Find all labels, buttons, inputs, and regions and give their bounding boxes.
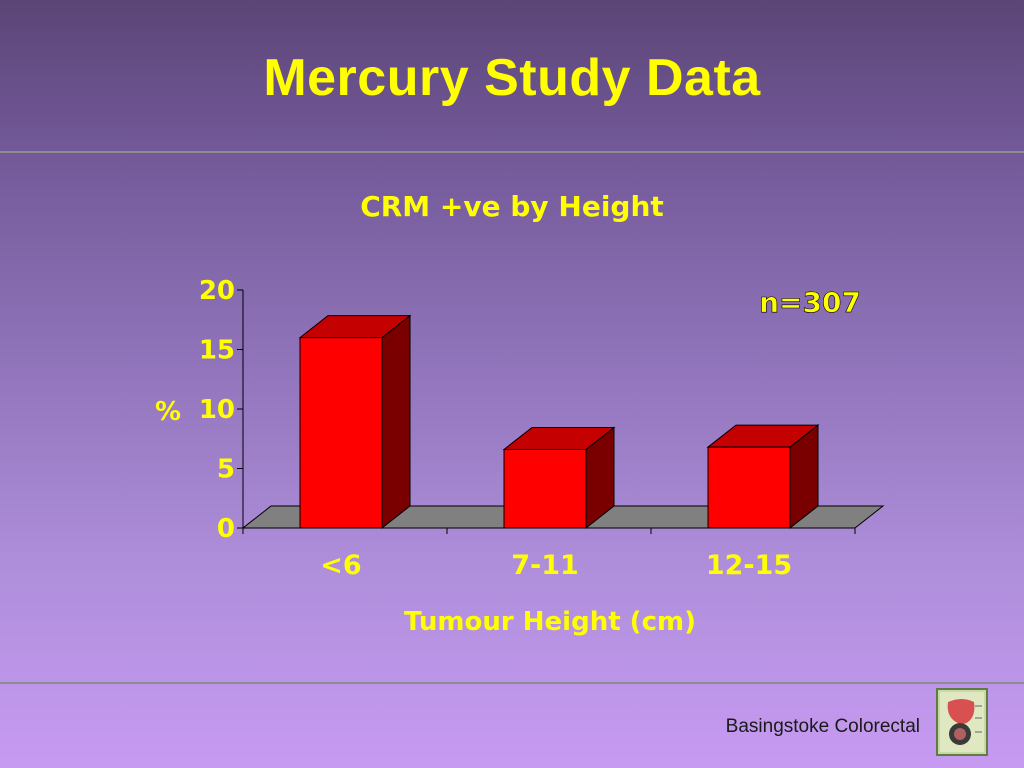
logo-graphic [940, 692, 984, 752]
plot-area: 0 5 10 15 20 <6 7-11 12-15 [199, 276, 885, 581]
footer-text: Basingstoke Colorectal [725, 716, 920, 737]
bar [299, 337, 383, 529]
x-tick-label: 12-15 [706, 550, 792, 581]
x-tick-label: 7-11 [511, 550, 579, 581]
y-tick-label: 0 [217, 514, 235, 544]
y-tick-label: 10 [199, 395, 235, 425]
logo-image [936, 688, 988, 756]
sample-size-annotation: n=307 [759, 286, 861, 319]
y-tick-label: 5 [217, 455, 235, 485]
bar-side [381, 314, 411, 530]
y-tick-label: 15 [199, 336, 235, 366]
bar [707, 446, 791, 529]
y-tick-label: 20 [199, 276, 235, 306]
slide-title: Mercury Study Data [263, 49, 761, 107]
x-tick-label: <6 [320, 550, 361, 581]
top-divider [0, 151, 1024, 153]
bottom-divider [0, 682, 1024, 684]
chart-title: CRM +ve by Height [360, 190, 664, 223]
bar [503, 448, 587, 529]
y-axis-label: % [155, 397, 181, 427]
x-axis-label: Tumour Height (cm) [404, 607, 696, 637]
